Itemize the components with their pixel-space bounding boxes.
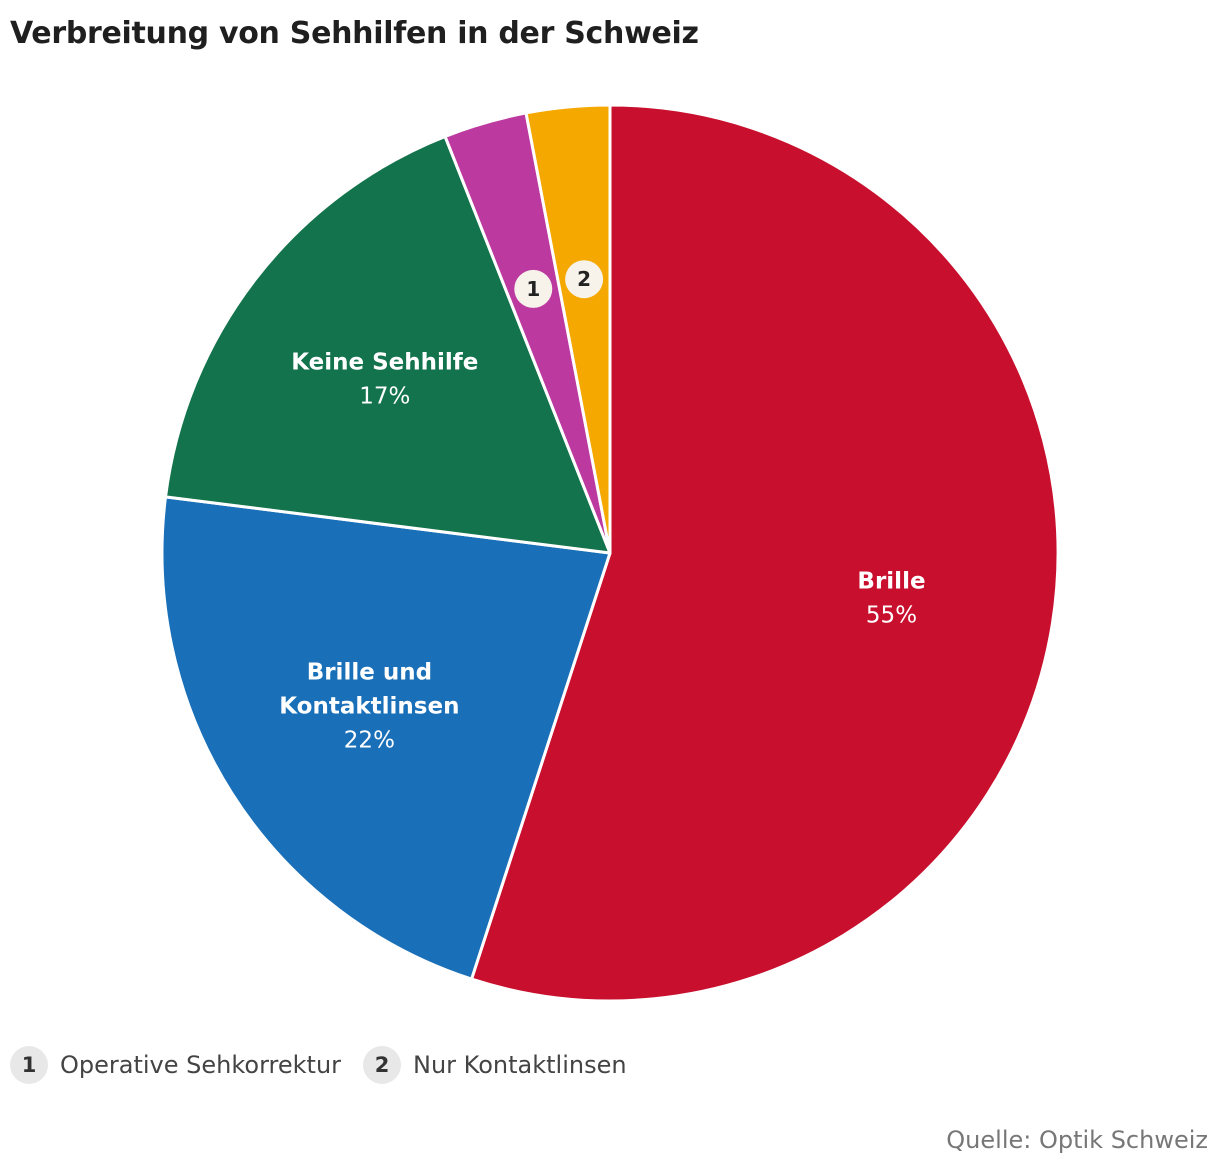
slice-label-brille: Brille — [857, 569, 925, 595]
legend-label-nur-kontaktlinsen: Nur Kontaktlinsen — [413, 1051, 627, 1079]
pie-slice-brille — [470, 103, 1060, 1003]
slice-label-brille-und-kontaktlinsen-line-1: Brille und — [307, 660, 432, 686]
slice-badge-text-1: 1 — [526, 277, 540, 301]
slice-badge-circle-1 — [514, 269, 553, 308]
slice-label-keine-sehhilfe: Keine Sehhilfe — [291, 349, 478, 375]
slice-value-brille-und-kontaktlinsen: 22% — [344, 728, 395, 754]
legend: 1 Operative Sehkorrektur 2 Nur Kontaktli… — [10, 1045, 649, 1085]
slice-badge-2: 2 — [565, 260, 604, 299]
slice-badge-1: 1 — [514, 269, 553, 308]
chart-title: Verbreitung von Sehhilfen in der Schweiz — [10, 16, 699, 51]
slice-badge-circle-2 — [565, 260, 604, 299]
slice-badge-text-2: 2 — [577, 267, 591, 291]
source-note: Quelle: Optik Schweiz — [946, 1126, 1208, 1154]
legend-item-nur-kontaktlinsen: 2 Nur Kontaktlinsen — [363, 1046, 627, 1084]
legend-item-operative-sehkorrektur: 1 Operative Sehkorrektur — [10, 1046, 341, 1084]
legend-label-operative-sehkorrektur: Operative Sehkorrektur — [60, 1051, 342, 1079]
pie-labels: Brille 55% Brille und Kontaktlinsen 22% Keine… — [279, 260, 926, 754]
pie-slice-keine-sehhilfe — [164, 134, 612, 555]
pie-slices — [160, 103, 1060, 1003]
slice-value-keine-sehhilfe: 17% — [359, 383, 410, 409]
legend-badge-1: 1 — [10, 1046, 48, 1084]
slice-value-brille: 55% — [866, 603, 917, 629]
pie-slice-nur-kontaktlinsen — [524, 103, 612, 555]
pie-slice-brille-und-kontaktlinsen — [160, 495, 612, 981]
legend-badge-2: 2 — [363, 1046, 402, 1084]
slice-label-brille-und-kontaktlinsen-line-2: Kontaktlinsen — [279, 694, 459, 720]
